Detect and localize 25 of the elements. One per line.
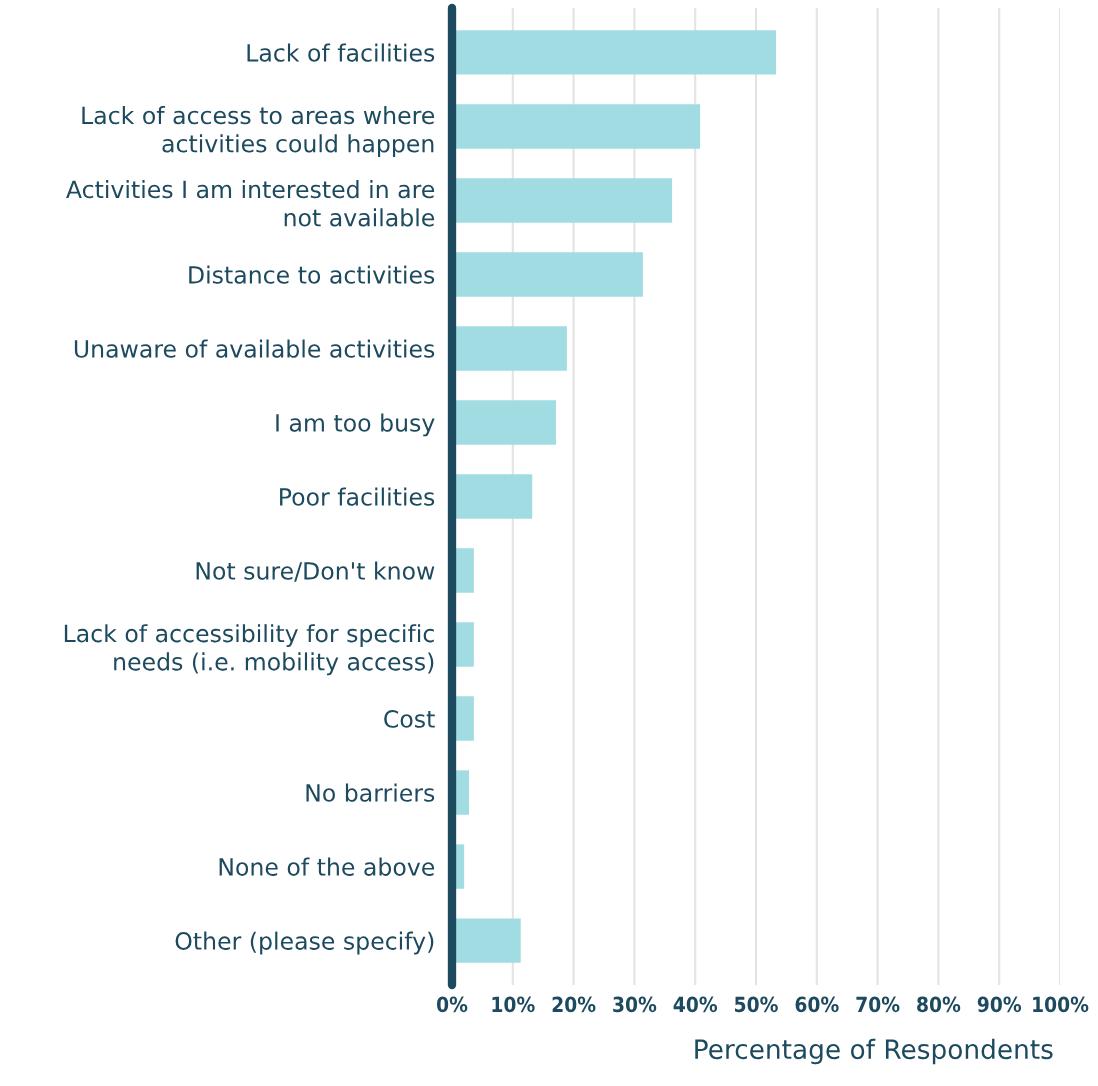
y-tick-label: Other (please specify): [175, 931, 434, 955]
y-tick-label: Activities I am interested in are not available: [66, 180, 435, 227]
x-tick-label: 90%: [977, 996, 1022, 1013]
y-tick-label: Lack of accessibility for specific needs (i.e. mobility access): [64, 624, 434, 676]
x-tick-label: 70%: [856, 996, 900, 1013]
y-tick-label: Cost: [384, 709, 435, 728]
x-tick-label: 100%: [1033, 996, 1089, 1013]
y-tick-label: Unaware of available activities: [74, 339, 435, 358]
y-tick-label: No barriers: [306, 783, 435, 802]
x-tick-label: 20%: [552, 996, 596, 1013]
x-tick-label: 50%: [735, 996, 778, 1013]
y-tick-label: Lack of facilities: [247, 43, 435, 62]
x-tick-label: 0%: [436, 996, 468, 1013]
x-axis-title: Percentage of Respondents: [695, 1038, 1053, 1065]
y-tick-label: Distance to activities: [189, 265, 435, 284]
x-tick-label: 80%: [917, 996, 961, 1013]
y-tick-label: Lack of access to areas where activities could happen: [82, 106, 435, 158]
x-tick-label: 40%: [673, 996, 718, 1013]
x-tick-label: 30%: [613, 996, 657, 1013]
x-tick-label: 10%: [492, 996, 535, 1013]
y-tick-label: None of the above: [219, 857, 435, 876]
y-tick-label: Not sure/Don't know: [196, 561, 435, 582]
y-tick-label: Poor facilities: [280, 487, 435, 506]
x-tick-label: 60%: [795, 996, 839, 1013]
y-tick-label: I am too busy: [276, 413, 435, 437]
